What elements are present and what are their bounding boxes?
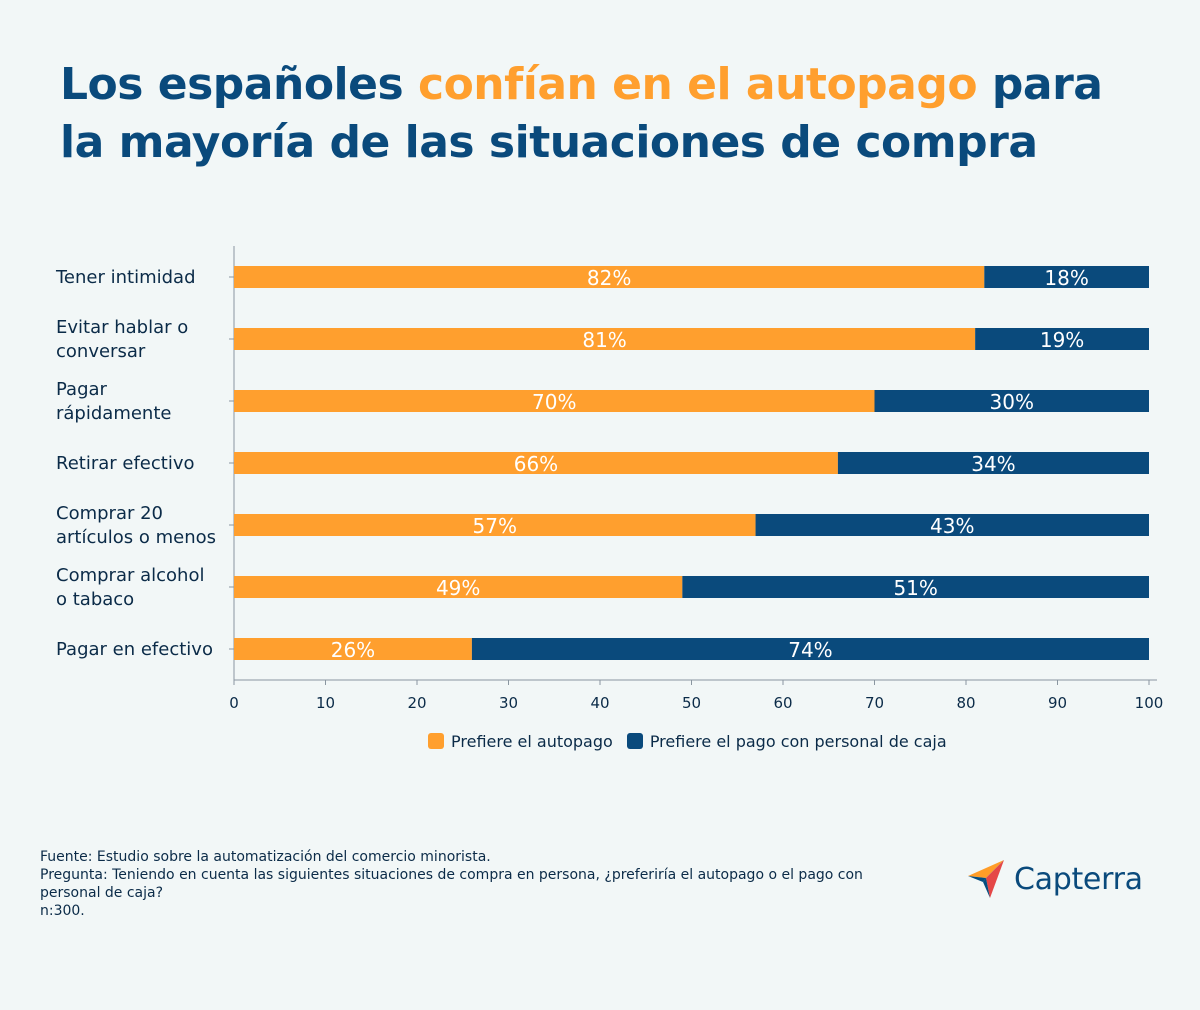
bar-cashier [984, 266, 1149, 288]
title-part-2: para la mayoría de las situaciones de co… [60, 59, 1103, 168]
x-tick-label: 40 [590, 694, 609, 712]
capterra-logo-icon [968, 860, 1004, 898]
x-tick-label: 90 [1048, 694, 1067, 712]
legend-item-self-checkout: Prefiere el autopago [428, 732, 613, 751]
data-label-cashier: 43% [930, 514, 974, 538]
data-label-self-checkout: 82% [587, 266, 631, 290]
bar-cashier [975, 328, 1149, 350]
data-label-cashier: 74% [788, 638, 832, 662]
chart-title: Los españoles confían en el autopago par… [60, 56, 1160, 172]
bar-cashier [471, 638, 1149, 660]
category-label-line: Pagar [56, 379, 108, 400]
bar-self-checkout [234, 452, 838, 474]
category-label-line: artículos o menos [56, 527, 216, 548]
capterra-logo: Capterra [966, 858, 1143, 900]
data-label-self-checkout: 57% [473, 514, 517, 538]
x-tick-label: 30 [499, 694, 518, 712]
category-label: Pagar en efectivo [56, 639, 213, 660]
title-part-1: Los españoles [60, 59, 418, 110]
bar-cashier [874, 390, 1149, 412]
category-label: Retirar efectivo [56, 453, 195, 474]
bar-cashier [837, 452, 1149, 474]
data-label-cashier: 34% [971, 452, 1015, 476]
chart-legend: Prefiere el autopago Prefiere el pago co… [428, 730, 947, 752]
data-label-cashier: 51% [893, 576, 937, 600]
title-highlight: confían en el autopago [417, 59, 978, 110]
chart-footer: Fuente: Estudio sobre la automatización … [40, 848, 940, 920]
category-label: Comprar 20 artículos o menos [56, 503, 216, 548]
legend-label-self-checkout: Prefiere el autopago [451, 731, 613, 751]
footer-source: Fuente: Estudio sobre la automatización … [40, 849, 491, 865]
data-label-self-checkout: 66% [514, 452, 558, 476]
data-label-cashier: 30% [990, 390, 1034, 414]
category-label-line: Comprar alcohol [56, 565, 204, 586]
footer-question-line-2: personal de caja? [40, 885, 164, 901]
category-label-line: o tabaco [56, 589, 134, 610]
category-label-line: Evitar hablar o [56, 317, 188, 338]
category-label: Pagar rápidamente [56, 379, 171, 424]
bar-self-checkout [234, 266, 985, 288]
category-label-line: rápidamente [56, 403, 171, 424]
legend-item-cashier: Prefiere el pago con personal de caja [626, 731, 947, 751]
category-label-line: Tener intimidad [55, 267, 196, 288]
data-label-self-checkout: 26% [331, 638, 375, 662]
x-tick-label: 80 [956, 694, 975, 712]
category-label-line: Retirar efectivo [56, 453, 195, 474]
data-label-self-checkout: 81% [582, 328, 626, 352]
category-label-line: Pagar en efectivo [56, 639, 213, 660]
x-tick-label: 70 [865, 694, 884, 712]
bar-self-checkout [234, 638, 472, 660]
bar-self-checkout [234, 328, 976, 350]
x-tick-label: 50 [682, 694, 701, 712]
legend-label-cashier: Prefiere el pago con personal de caja [649, 731, 947, 751]
bar-self-checkout [234, 514, 756, 536]
data-label-cashier: 19% [1040, 328, 1084, 352]
stacked-bar-chart: 0 10 20 30 40 50 60 70 80 90 100 Tener intimidad 82%… [55, 246, 1164, 712]
x-tick-label: 0 [229, 694, 239, 712]
bar-cashier [682, 576, 1149, 598]
legend-swatch-self-checkout [428, 733, 444, 749]
data-label-self-checkout: 70% [532, 390, 576, 414]
bar-cashier [755, 514, 1149, 536]
category-label-line: Comprar 20 [56, 503, 163, 524]
capterra-logo-text: Capterra [1014, 861, 1143, 897]
footer-sample: n:300. [40, 903, 85, 919]
category-label-line: conversar [56, 341, 146, 362]
category-label: Tener intimidad [55, 267, 196, 288]
x-tick-label: 100 [1135, 694, 1164, 712]
bar-self-checkout [234, 390, 875, 412]
data-label-self-checkout: 49% [436, 576, 480, 600]
legend-swatch-cashier [626, 733, 643, 749]
footer-question-line-1: Pregunta: Teniendo en cuenta las siguien… [40, 867, 863, 883]
category-label: Evitar hablar o conversar [56, 317, 188, 362]
data-label-cashier: 18% [1044, 266, 1088, 290]
bar-self-checkout [234, 576, 683, 598]
x-tick-label: 10 [316, 694, 335, 712]
x-tick-label: 20 [407, 694, 426, 712]
x-tick-label: 60 [773, 694, 792, 712]
category-label: Comprar alcohol o tabaco [56, 565, 204, 610]
